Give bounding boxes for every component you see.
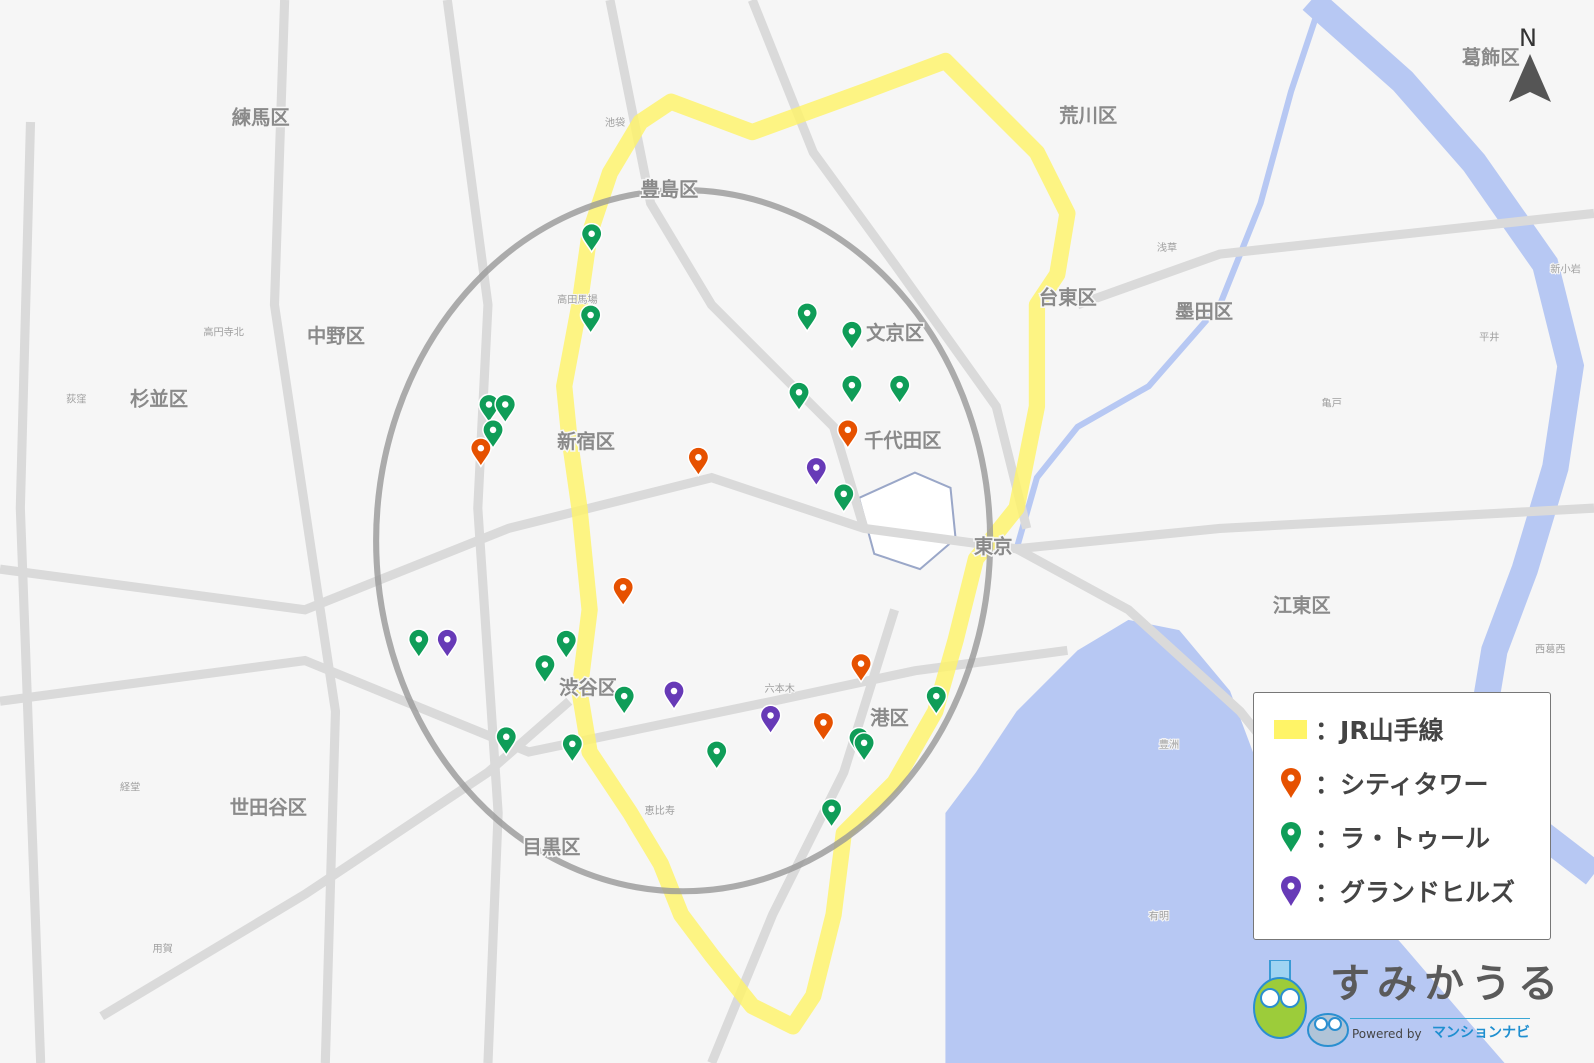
ward-label: 荒川区 <box>1059 104 1117 127</box>
legend-item-la-tour: ： ラ・トゥール <box>1274 819 1490 855</box>
mascot-icon <box>1253 960 1349 1047</box>
place-label: 西葛西 <box>1535 642 1565 655</box>
place-label: 荻窪 <box>66 392 86 405</box>
la-tour-pin[interactable] <box>495 725 518 757</box>
legend-item-city-tower: ： シティタワー <box>1274 765 1489 801</box>
la-tour-pin[interactable] <box>853 732 876 763</box>
brand-name: マンションナビ <box>1432 1025 1530 1041</box>
legend-label: グランドヒルズ <box>1340 878 1516 907</box>
place-label: 用賀 <box>152 943 172 955</box>
north-label: N <box>1519 24 1537 52</box>
ward-label: 中野区 <box>307 324 365 347</box>
north-arrow: N <box>1505 24 1555 106</box>
ward-label: 墨田区 <box>1175 300 1233 323</box>
la-tour-pin[interactable] <box>925 685 948 716</box>
la-tour-pin[interactable] <box>888 374 911 405</box>
legend-colon: ： <box>1315 716 1341 745</box>
north-arrow-icon <box>1509 54 1551 102</box>
ward-label: 港区 <box>870 707 909 730</box>
la-tour-pin[interactable] <box>555 629 578 660</box>
ward-label: 世田谷区 <box>230 796 307 819</box>
place-label: 池袋 <box>605 116 625 129</box>
green-pin-icon <box>1274 821 1307 853</box>
la-tour-pin[interactable] <box>705 740 728 771</box>
legend: ： JR山手線 ： シティタワー ： ラ・トゥール ： グランドヒルズ <box>1253 692 1551 940</box>
la-tour-pin[interactable] <box>788 381 810 413</box>
place-label: 平井 <box>1479 330 1499 343</box>
ward-label: 杉並区 <box>130 387 188 410</box>
jr-yamanote-line <box>556 52 1076 1035</box>
place-label: 豊洲 <box>1159 738 1179 751</box>
legend-colon: ： <box>1315 824 1341 853</box>
place-label: 恵比寿 <box>645 804 675 817</box>
place-label: 浅草 <box>1157 241 1177 254</box>
la-tour-pin[interactable] <box>482 419 504 450</box>
la-tour-pin[interactable] <box>796 302 819 333</box>
place-label: 有明 <box>1149 910 1169 923</box>
sumida-river <box>1013 0 1325 550</box>
city-tower-pin[interactable] <box>612 576 635 608</box>
legend-label: ラ・トゥール <box>1340 824 1491 853</box>
powered-by: Powered by <box>1352 1027 1422 1041</box>
city-tower-pin[interactable] <box>836 419 859 450</box>
place-label: 六本木 <box>764 682 794 695</box>
la-tour-pin[interactable] <box>840 374 863 405</box>
logo-divider <box>1350 1018 1530 1019</box>
ward-label: 新宿区 <box>557 430 615 453</box>
grand-hills-pin[interactable] <box>663 680 685 711</box>
la-tour-pin[interactable] <box>494 393 517 425</box>
logo-name: すみかうる <box>1330 961 1565 1007</box>
la-tour-pin[interactable] <box>580 222 603 254</box>
city-tower-pin[interactable] <box>812 711 835 743</box>
la-tour-pin[interactable] <box>533 653 556 685</box>
place-label: 亀戸 <box>1322 397 1342 410</box>
la-tour-pin[interactable] <box>832 483 855 514</box>
legend-item-grand-hills: ： グランドヒルズ <box>1274 873 1515 909</box>
la-tour-pin[interactable] <box>579 304 602 335</box>
la-tour-pin[interactable] <box>820 798 843 829</box>
purple-pin-icon <box>1274 875 1307 907</box>
ward-label: 目黒区 <box>523 836 581 859</box>
ward-label: 千代田区 <box>864 429 941 452</box>
place-label: 高円寺北 <box>203 325 244 338</box>
ward-label: 葛飾区 <box>1461 46 1520 69</box>
ward-label: 東京 <box>974 535 1013 558</box>
city-tower-pin[interactable] <box>469 437 492 468</box>
place-label: 経堂 <box>120 781 140 794</box>
ward-label: 練馬区 <box>232 106 290 129</box>
grand-hills-pin[interactable] <box>759 704 782 736</box>
yellow-line-swatch <box>1274 719 1307 739</box>
city-tower-pin[interactable] <box>687 446 710 478</box>
grand-hills-pin[interactable] <box>436 628 459 659</box>
sumikauru-logo: すみかうる Powered by マンションナビ <box>1253 960 1590 1060</box>
ward-label: 豊島区 <box>640 178 698 201</box>
tokyo-bay <box>945 619 1505 1063</box>
orange-pin-icon <box>1274 767 1307 799</box>
legend-colon: ： <box>1315 878 1341 907</box>
area-circle <box>373 186 994 895</box>
la-tour-pin[interactable] <box>478 393 500 425</box>
place-label: 新小岩 <box>1550 262 1580 275</box>
grand-hills-pin[interactable] <box>805 456 828 488</box>
la-tour-pin[interactable] <box>840 320 863 352</box>
ward-label: 渋谷区 <box>559 676 617 699</box>
legend-colon: ： <box>1315 770 1341 799</box>
la-tour-pin[interactable] <box>613 685 636 716</box>
la-tour-pin[interactable] <box>561 733 584 764</box>
legend-label: JR山手線 <box>1340 716 1444 745</box>
city-tower-pin[interactable] <box>850 652 872 684</box>
ward-label: 江東区 <box>1273 594 1331 617</box>
ward-label: 台東区 <box>1039 286 1097 309</box>
legend-item-yamanote: ： JR山手線 <box>1274 711 1444 747</box>
la-tour-pin[interactable] <box>407 628 430 659</box>
legend-label: シティタワー <box>1340 770 1489 799</box>
ward-label: 文京区 <box>866 321 924 344</box>
place-label: 高田馬場 <box>557 293 598 306</box>
